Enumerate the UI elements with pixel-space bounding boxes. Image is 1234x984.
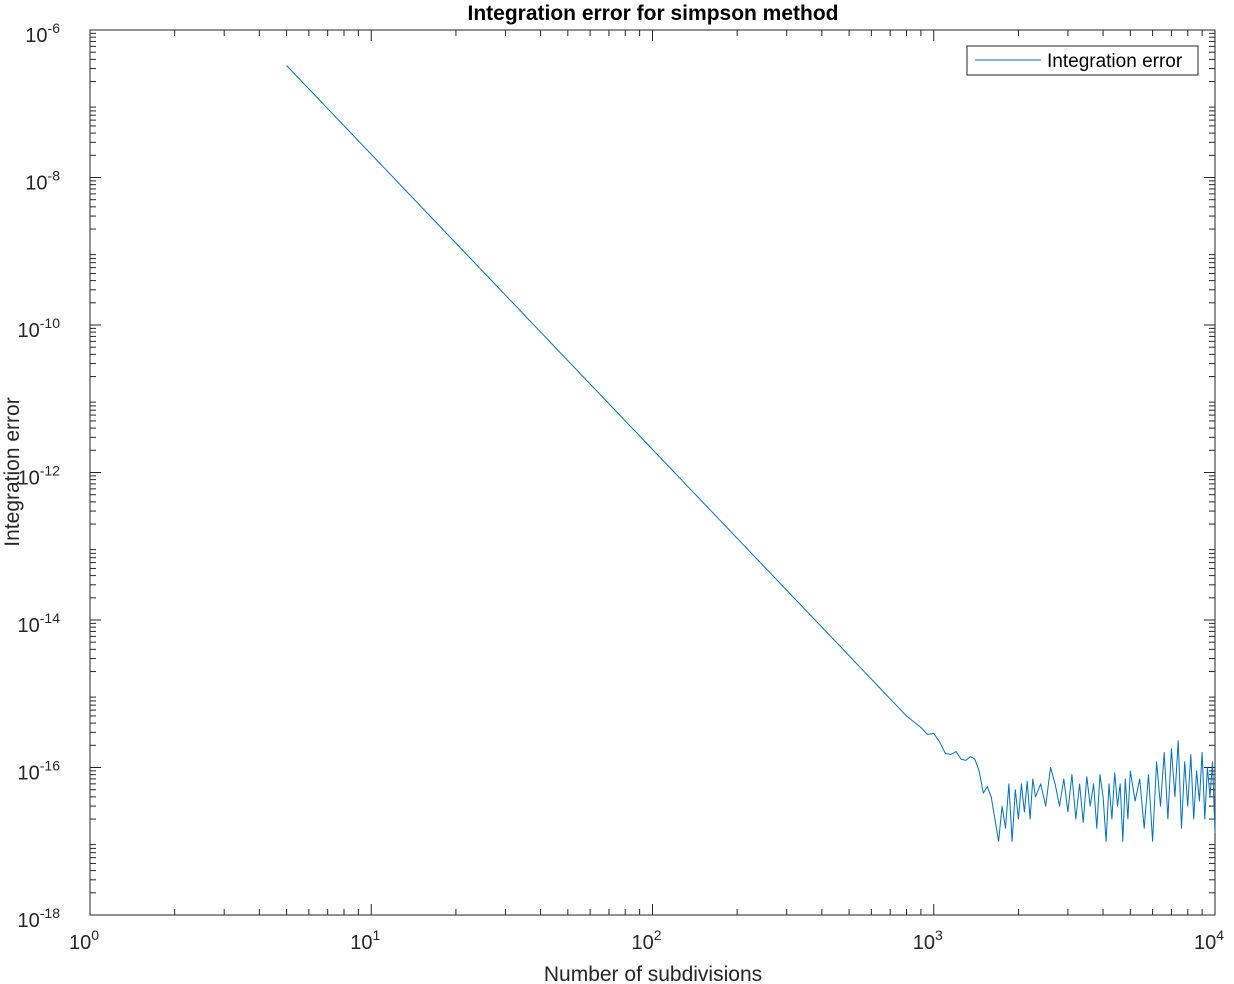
- y-axis-label: Integration error: [1, 397, 24, 546]
- y-tick-label: 10-14: [18, 610, 61, 637]
- x-axis-ticks: 100 101 102 103 104: [69, 30, 1224, 954]
- y-tick-label: 10-8: [25, 168, 60, 195]
- y-tick-label: 10-16: [18, 758, 61, 785]
- legend-entry: Integration error: [1047, 51, 1183, 72]
- y-tick-label: 10-6: [25, 20, 60, 47]
- series-layer: [286, 65, 1216, 842]
- plot-frame: [89, 29, 1216, 916]
- minor-ticks: [90, 30, 1215, 915]
- legend: Integration error: [966, 45, 1199, 76]
- x-tick-label: 101: [350, 927, 380, 954]
- x-tick-label: 104: [1194, 927, 1224, 954]
- x-tick-label: 103: [913, 927, 943, 954]
- y-tick-label: 10-12: [18, 463, 61, 490]
- series-line: [286, 65, 1216, 842]
- y-axis-ticks: 10-18 10-16 10-14 10-12 10-10 10-8 10-6: [18, 20, 1215, 932]
- x-tick-label: 102: [631, 927, 661, 954]
- x-axis-label: Number of subdivisions: [544, 963, 762, 984]
- x-tick-label: 100: [69, 927, 99, 954]
- plot-axes: [89, 29, 1216, 916]
- chart-title: Integration error for simpson method: [467, 2, 838, 25]
- y-tick-label: 10-18: [18, 905, 61, 932]
- y-tick-label: 10-10: [18, 315, 61, 342]
